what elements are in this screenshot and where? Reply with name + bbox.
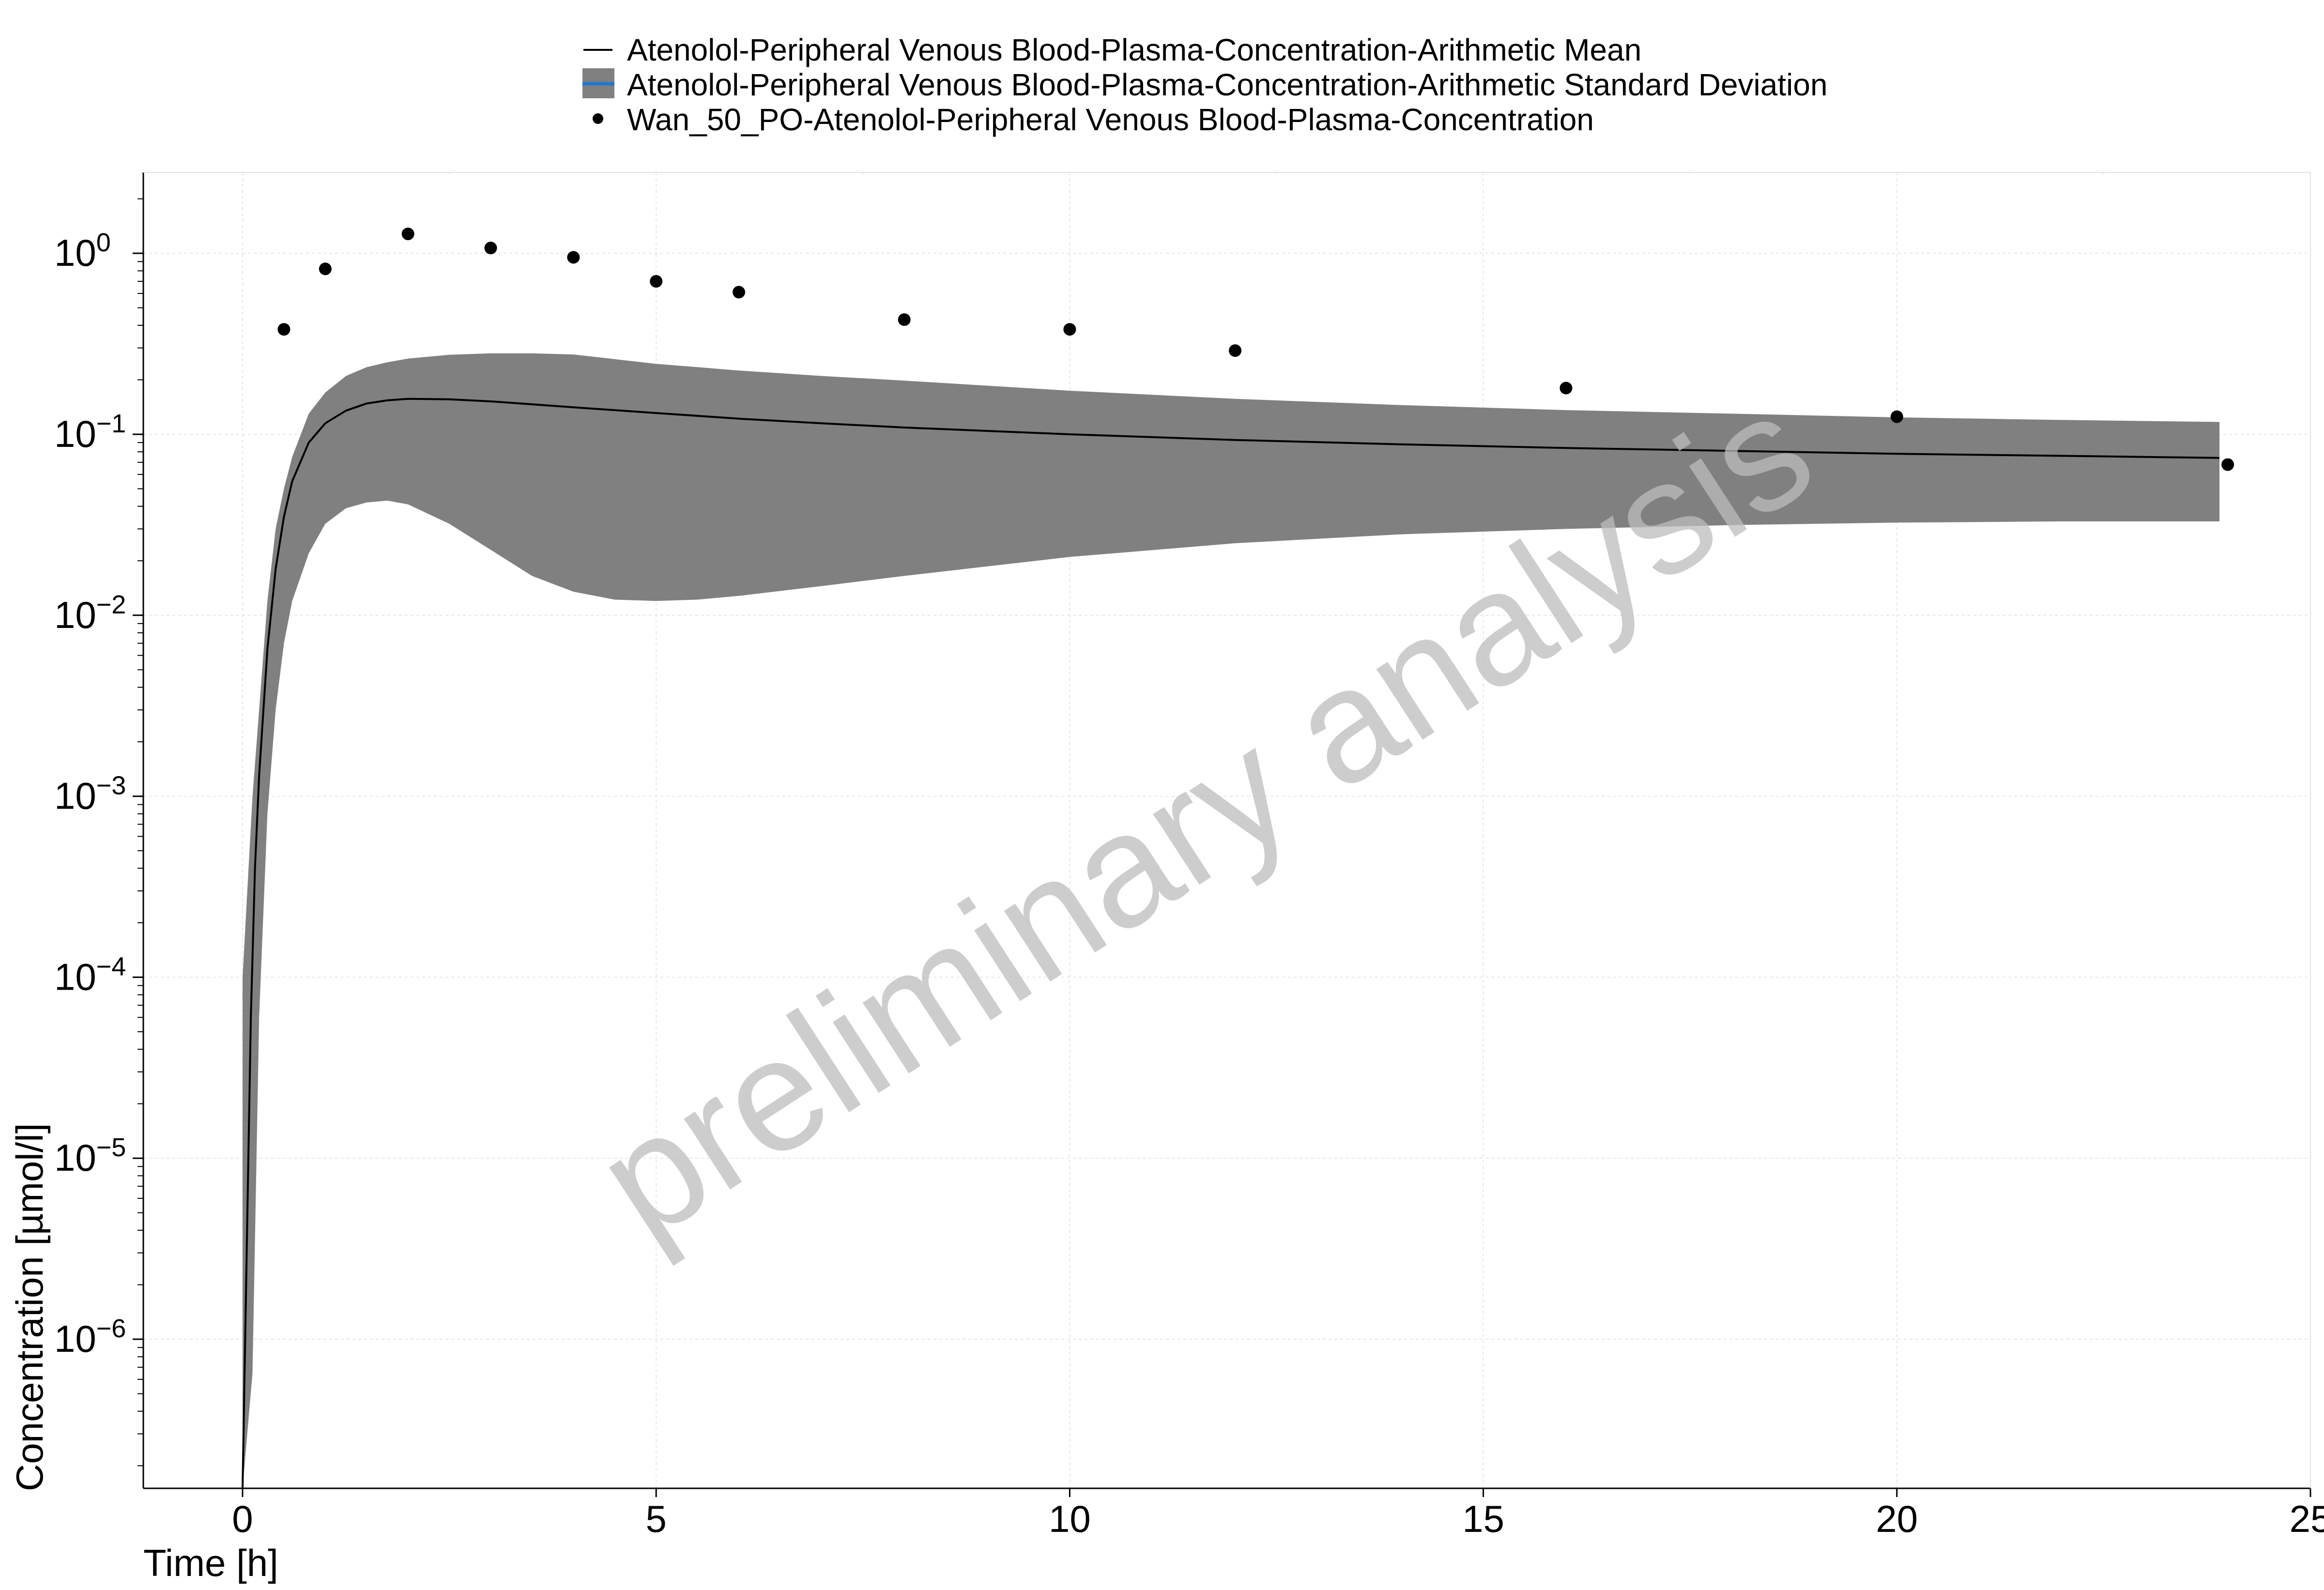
observed-point (2221, 458, 2234, 471)
observed-points-layer (277, 228, 2234, 471)
tick-labels: 0 5 10 15 20 25 10−6 10−5 10−4 10−3 10−2 10−1 100 (54, 228, 2324, 1540)
legend: Atenolol-Peripheral Venous Blood-Plasma-… (582, 32, 1828, 137)
x-tick-label: 15 (1462, 1498, 1504, 1540)
observed-point (1229, 344, 1242, 357)
legend-point-swatch (593, 113, 603, 124)
x-tick-label: 10 (1049, 1498, 1091, 1540)
legend-label: Wan_50_PO-Atenolol-Peripheral Venous Blo… (627, 102, 1594, 137)
y-tick-label: 10−6 (54, 1314, 126, 1360)
observed-point (1063, 323, 1076, 336)
legend-label: Atenolol-Peripheral Venous Blood-Plasma-… (627, 32, 1641, 67)
legend-label: Atenolol-Peripheral Venous Blood-Plasma-… (627, 67, 1828, 102)
y-axis-label: Concentration [µmol/l] (8, 1123, 51, 1491)
observed-point (650, 275, 663, 288)
observed-point (484, 242, 497, 255)
x-tick-label: 0 (232, 1498, 253, 1540)
x-tick-label: 25 (2290, 1498, 2324, 1540)
x-axis-label: Time [h] (143, 1542, 278, 1584)
legend-item: Atenolol-Peripheral Venous Blood-Plasma-… (582, 67, 1828, 102)
x-tick-label: 5 (646, 1498, 667, 1540)
observed-point (319, 262, 332, 275)
observed-point (567, 251, 580, 264)
y-tick-label: 100 (54, 228, 111, 274)
observed-point (401, 228, 414, 241)
y-tick-label: 10−2 (54, 590, 126, 636)
observed-point (733, 286, 746, 299)
y-tick-label: 10−3 (54, 771, 126, 817)
sd-band (243, 353, 2220, 1488)
y-tick-label: 10−4 (54, 952, 126, 998)
legend-item: Wan_50_PO-Atenolol-Peripheral Venous Blo… (593, 102, 1594, 137)
y-tick-label: 10−1 (54, 409, 126, 455)
axis-labels: Time [h] Concentration [µmol/l] (8, 1123, 278, 1584)
sd-band-layer (243, 353, 2220, 1488)
observed-point (1560, 382, 1573, 395)
y-tick-label: 10−5 (54, 1133, 126, 1179)
observed-point (277, 323, 290, 336)
mean-line-layer (242, 398, 2220, 1489)
observed-point (1890, 410, 1903, 423)
observed-point (898, 313, 911, 326)
mean-line (242, 398, 2220, 1489)
legend-item: Atenolol-Peripheral Venous Blood-Plasma-… (583, 32, 1641, 67)
x-tick-label: 20 (1876, 1498, 1918, 1540)
axes (133, 172, 2311, 1497)
